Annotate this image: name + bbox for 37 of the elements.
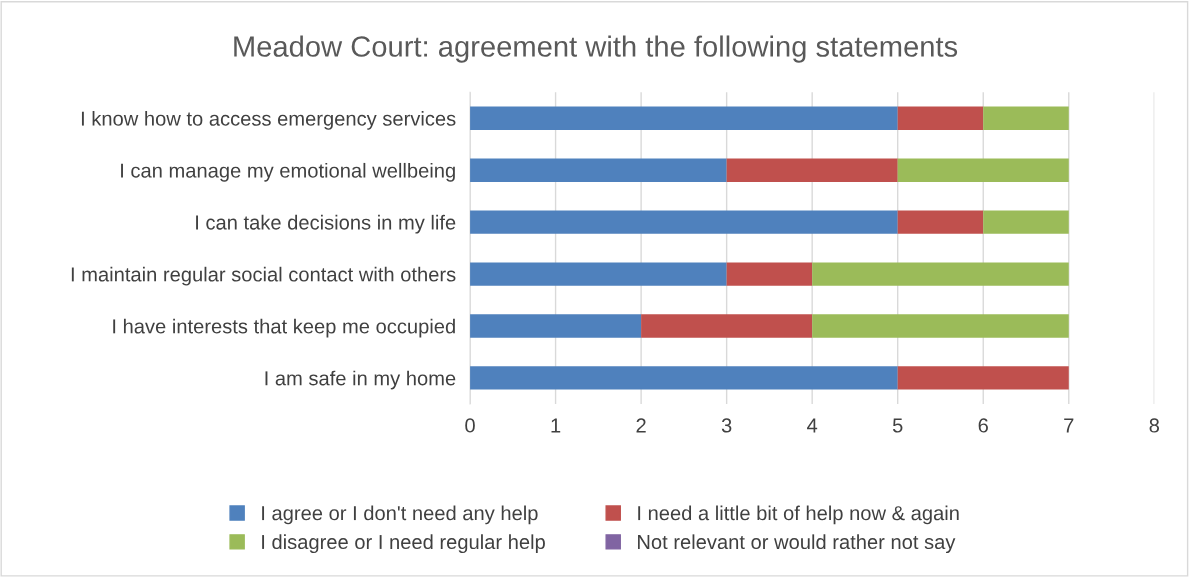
bar (726, 158, 898, 182)
bar (470, 262, 727, 286)
y-tick-label: I am safe in my home (265, 370, 456, 390)
x-tick-label: 7 (1064, 418, 1074, 433)
bar (470, 366, 898, 390)
bar (812, 314, 1069, 338)
bar (983, 106, 1069, 130)
bar (897, 366, 1069, 390)
x-tick-label: 6 (978, 418, 988, 433)
bar (641, 314, 813, 338)
y-tick-label: I know how to access emergency services (81, 110, 456, 130)
bar (470, 314, 642, 338)
x-tick-label: 1 (551, 418, 561, 433)
bar (897, 158, 1069, 182)
y-tick-label: I maintain regular social contact with others (71, 266, 456, 286)
x-tick-label: 4 (807, 418, 818, 433)
x-tick-label: 3 (721, 418, 732, 433)
bar (470, 106, 898, 130)
bar (726, 262, 813, 286)
x-tick-label: 8 (1149, 418, 1160, 433)
bar (812, 262, 1069, 286)
bar (897, 106, 984, 130)
y-tick-label: I can take decisions in my life (196, 214, 456, 234)
legend-label: I need a little bit of help now & again (638, 505, 959, 525)
x-tick-label: 0 (465, 418, 475, 433)
bar (470, 210, 898, 234)
bar (470, 158, 727, 182)
y-tick-label: I have interests that keep me occupied (113, 318, 455, 338)
bar (983, 210, 1069, 234)
x-tick-label: 5 (892, 418, 903, 433)
legend-label: Not relevant or would rather not say (638, 534, 956, 554)
x-tick-label: 2 (636, 418, 646, 433)
legend-label: I agree or I don't need any help (262, 505, 538, 525)
chart-title: Meadow Court: agreement with the following statements (234, 35, 958, 63)
legend-label: I disagree or I need regular help (262, 534, 545, 554)
bar (897, 210, 984, 234)
y-tick-label: I can manage my emotional wellbeing (121, 162, 455, 182)
